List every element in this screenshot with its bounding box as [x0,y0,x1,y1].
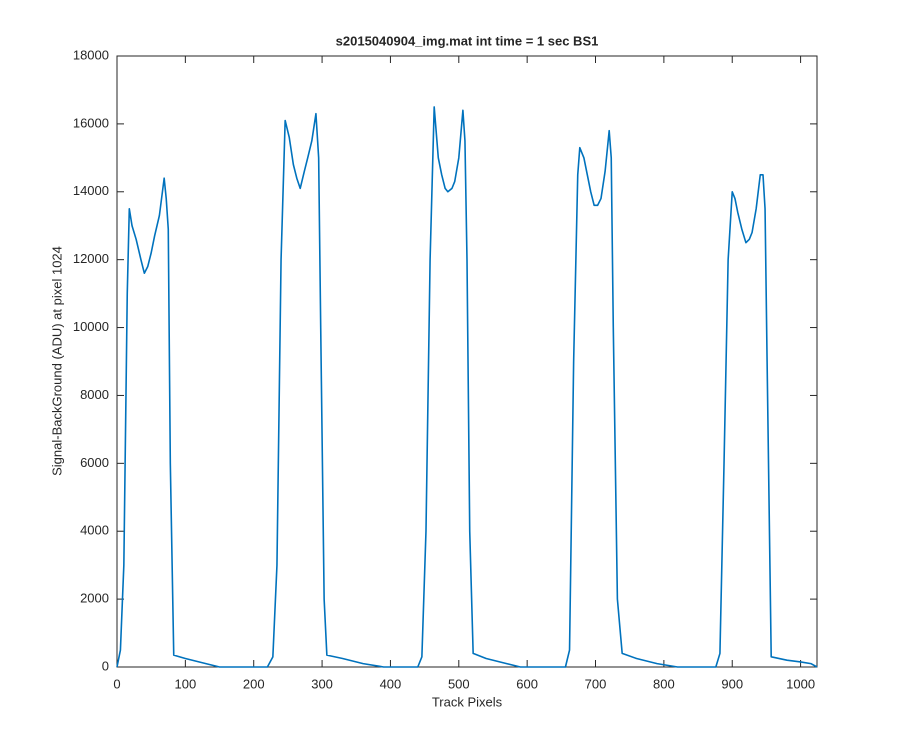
y-tick-label: 4000 [80,523,109,538]
y-tick-label: 6000 [80,455,109,470]
x-tick-label: 900 [721,676,743,691]
x-tick-label: 300 [311,676,333,691]
x-tick-label: 600 [516,676,538,691]
chart-title: s2015040904_img.mat int time = 1 sec BS1 [336,33,599,48]
x-tick-label: 400 [380,676,402,691]
x-tick-label: 500 [448,676,470,691]
x-tick-label: 1000 [786,676,815,691]
y-tick-label: 2000 [80,591,109,606]
x-tick-label: 700 [585,676,607,691]
y-tick-label: 10000 [73,319,109,334]
x-tick-label: 100 [175,676,197,691]
x-axis-label: Track Pixels [432,694,503,709]
y-tick-label: 14000 [73,183,109,198]
x-tick-label: 0 [113,676,120,691]
data-line [116,106,818,668]
y-tick-label: 8000 [80,387,109,402]
y-axis-label: Signal-BackGround (ADU) at pixel 1024 [49,246,64,476]
y-tick-label: 12000 [73,251,109,266]
x-tick-label: 800 [653,676,675,691]
x-tick-label: 200 [243,676,265,691]
y-tick-label: 16000 [73,115,109,130]
y-tick-label: 18000 [73,47,109,62]
plot-frame [116,55,818,668]
y-tick-label: 0 [102,658,109,673]
